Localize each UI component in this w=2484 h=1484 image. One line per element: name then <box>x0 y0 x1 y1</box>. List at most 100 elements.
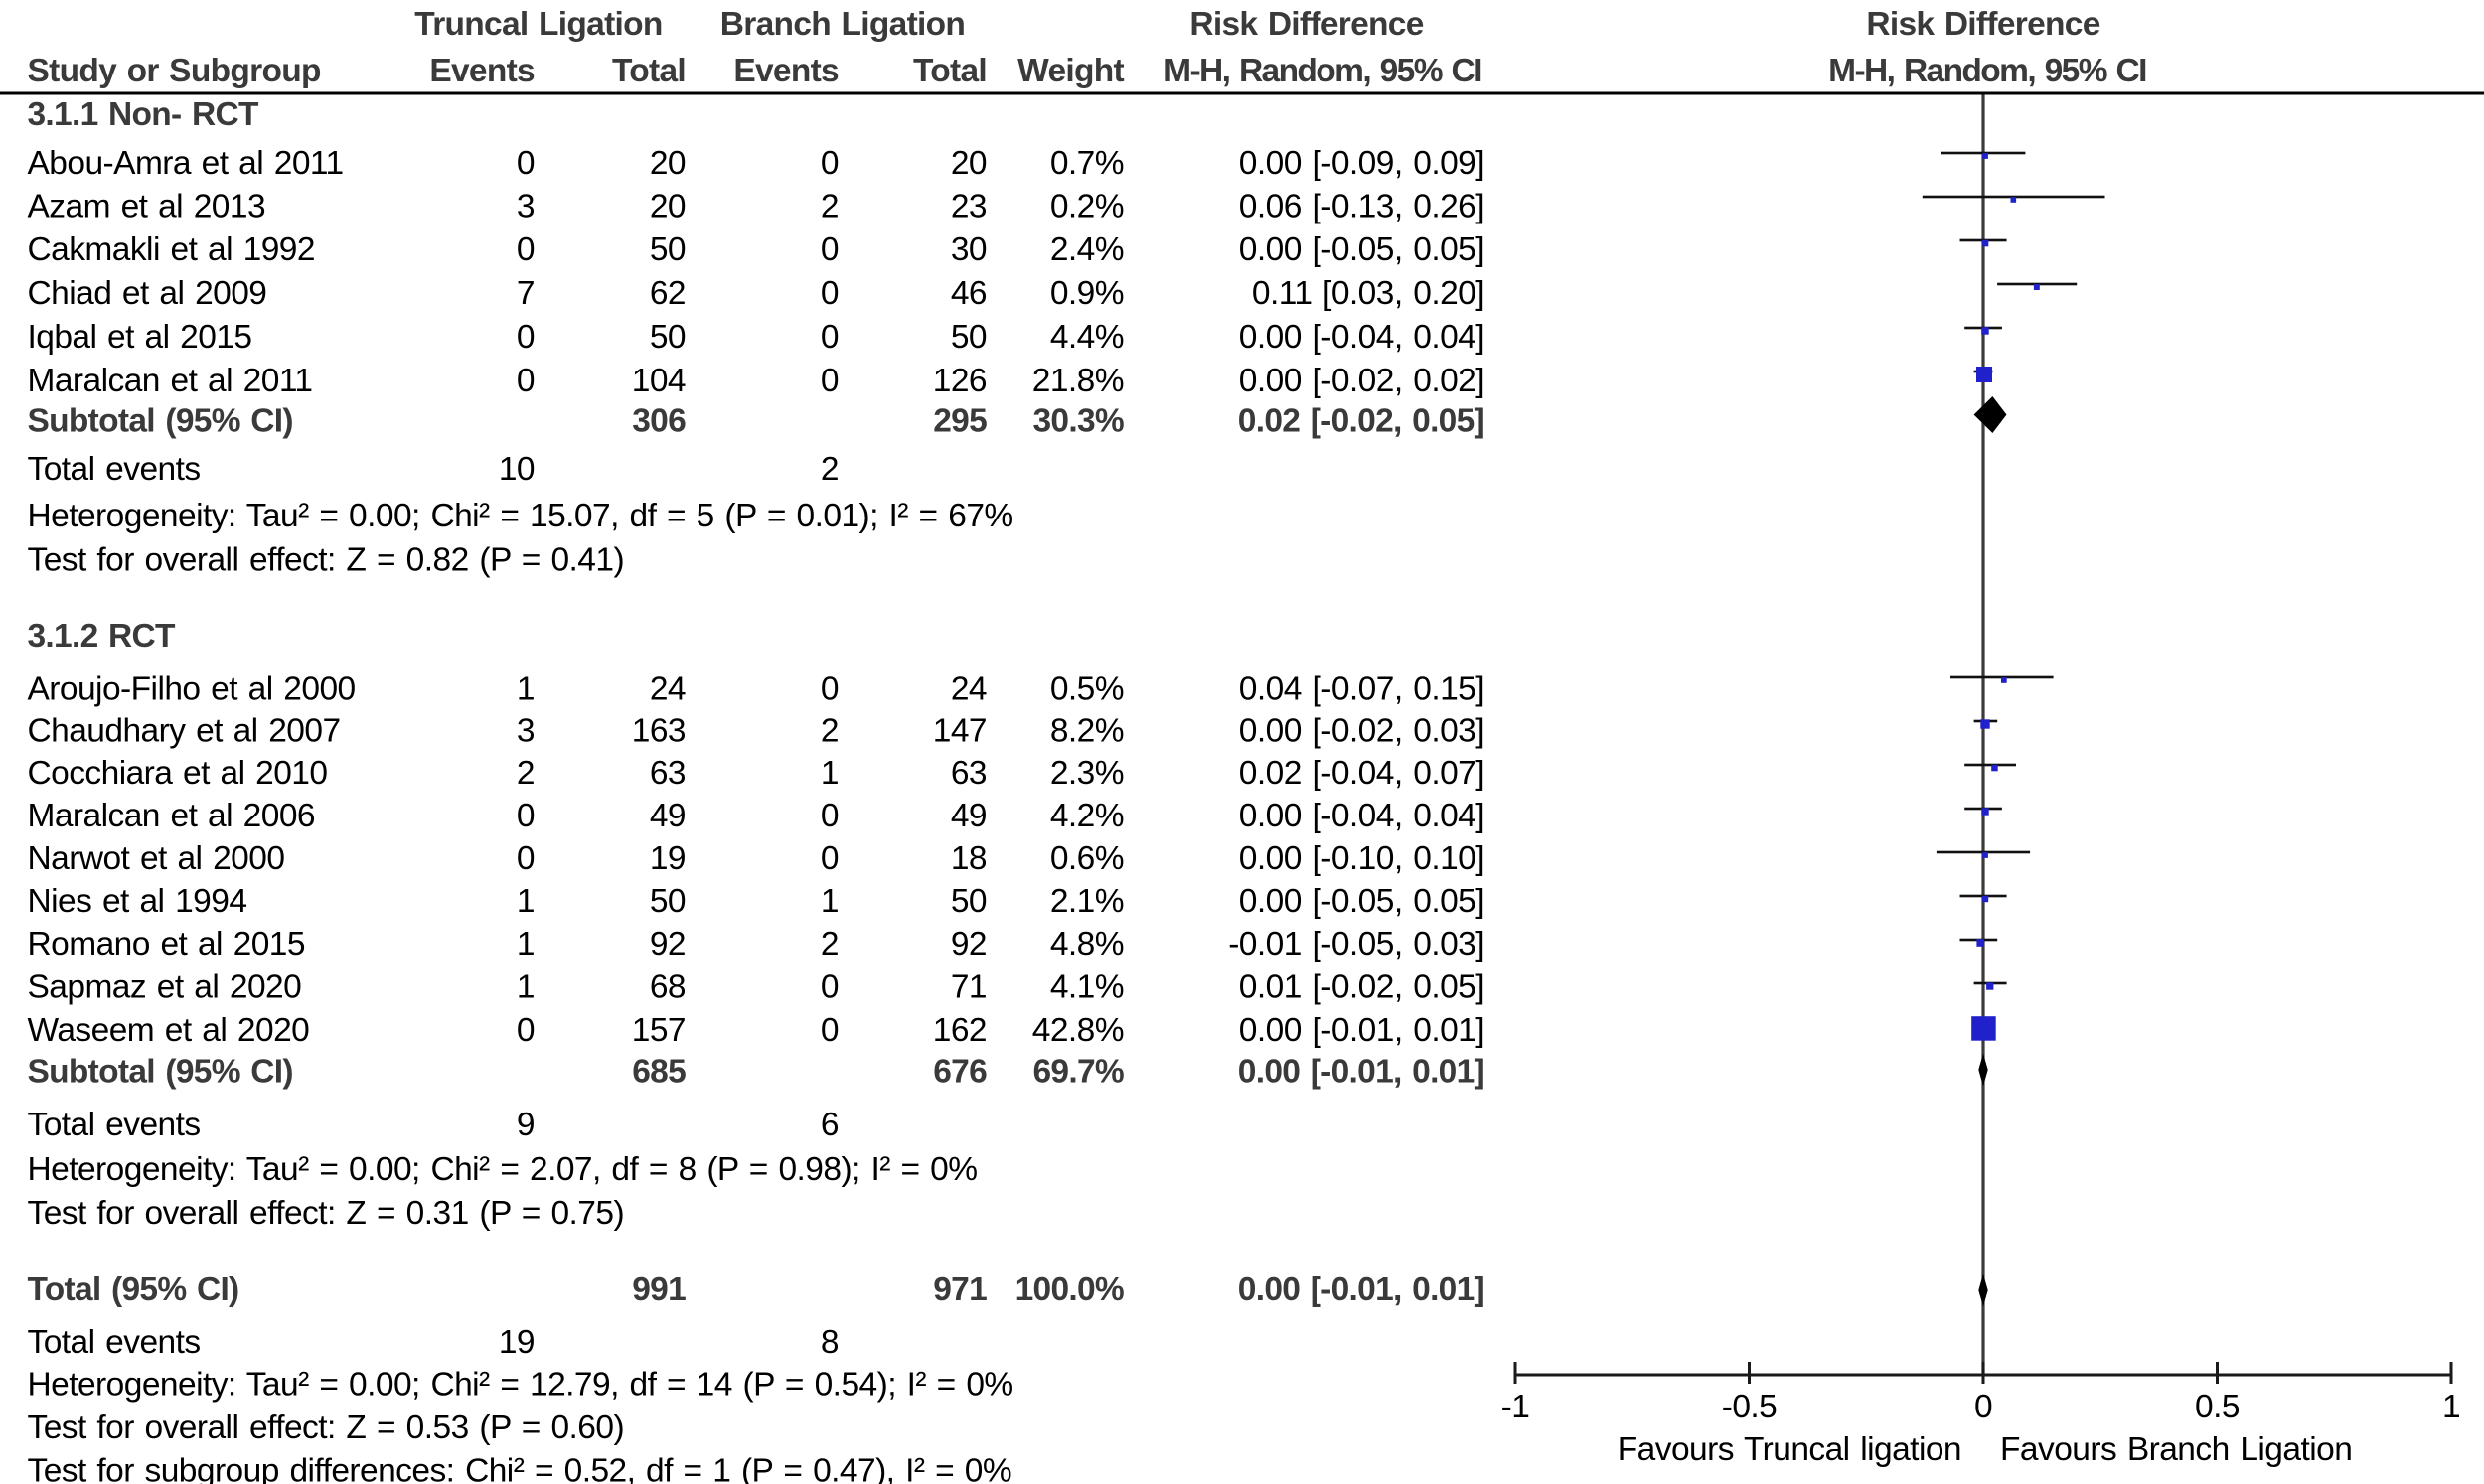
svg-text:49: 49 <box>650 798 686 834</box>
svg-text:18: 18 <box>951 840 987 877</box>
svg-text:Total events: Total events <box>28 1324 201 1361</box>
svg-text:50: 50 <box>650 883 686 920</box>
svg-text:Heterogeneity: Tau² = 0.00; Ch: Heterogeneity: Tau² = 0.00; Chi² = 2.07,… <box>28 1151 978 1188</box>
svg-text:8: 8 <box>821 1324 839 1361</box>
svg-text:4.4%: 4.4% <box>1050 319 1124 356</box>
svg-text:157: 157 <box>632 1012 686 1049</box>
svg-text:3: 3 <box>517 713 535 750</box>
svg-text:3.1.1 Non- RCT: 3.1.1 Non- RCT <box>28 96 259 133</box>
svg-text:2: 2 <box>821 189 839 225</box>
svg-text:126: 126 <box>933 363 987 399</box>
svg-text:Favours Branch Ligation: Favours Branch Ligation <box>2000 1431 2352 1468</box>
svg-text:24: 24 <box>650 671 686 708</box>
svg-text:Total (95% CI): Total (95% CI) <box>28 1271 239 1308</box>
svg-text:Test for overall effect: Z = 0: Test for overall effect: Z = 0.31 (P = 0… <box>28 1195 625 1232</box>
svg-text:0.04 [-0.07, 0.15]: 0.04 [-0.07, 0.15] <box>1239 671 1484 708</box>
svg-text:Iqbal et al 2015: Iqbal et al 2015 <box>28 319 252 356</box>
svg-text:1: 1 <box>517 883 535 920</box>
svg-text:0.00 [-0.10, 0.10]: 0.00 [-0.10, 0.10] <box>1239 840 1484 877</box>
svg-text:0.01 [-0.02, 0.05]: 0.01 [-0.02, 0.05] <box>1239 969 1484 1006</box>
svg-text:71: 71 <box>951 969 987 1006</box>
svg-text:Truncal Ligation: Truncal Ligation <box>414 6 662 43</box>
svg-text:0.6%: 0.6% <box>1050 840 1124 877</box>
svg-text:0: 0 <box>821 231 839 268</box>
svg-text:Heterogeneity: Tau² = 0.00; Ch: Heterogeneity: Tau² = 0.00; Chi² = 12.79… <box>28 1367 1013 1404</box>
svg-text:-1: -1 <box>1501 1389 1530 1425</box>
svg-text:4.2%: 4.2% <box>1050 798 1124 834</box>
svg-text:0: 0 <box>821 275 839 312</box>
svg-text:0.00 [-0.01, 0.01]: 0.00 [-0.01, 0.01] <box>1238 1054 1484 1091</box>
svg-text:Sapmaz et al 2020: Sapmaz et al 2020 <box>28 969 302 1006</box>
svg-text:0: 0 <box>821 671 839 708</box>
svg-text:21.8%: 21.8% <box>1032 363 1124 399</box>
svg-text:0.5: 0.5 <box>2195 1389 2240 1425</box>
svg-text:1: 1 <box>2442 1389 2460 1425</box>
svg-text:Events: Events <box>429 53 535 89</box>
svg-text:30: 30 <box>951 231 987 268</box>
svg-text:42.8%: 42.8% <box>1032 1012 1124 1049</box>
svg-text:Total events: Total events <box>28 451 201 488</box>
svg-text:Weight: Weight <box>1017 53 1124 89</box>
svg-text:-0.5: -0.5 <box>1722 1389 1778 1425</box>
svg-text:2.3%: 2.3% <box>1050 755 1124 792</box>
svg-text:0: 0 <box>517 145 535 182</box>
svg-text:991: 991 <box>632 1271 686 1308</box>
svg-text:1: 1 <box>517 926 535 963</box>
svg-text:Test for overall effect: Z = 0: Test for overall effect: Z = 0.82 (P = 0… <box>28 542 625 579</box>
svg-text:20: 20 <box>650 145 686 182</box>
svg-text:0.00 [-0.05, 0.05]: 0.00 [-0.05, 0.05] <box>1239 231 1484 268</box>
svg-text:69.7%: 69.7% <box>1033 1054 1125 1091</box>
svg-text:Subtotal (95% CI): Subtotal (95% CI) <box>28 403 293 440</box>
svg-text:Heterogeneity: Tau² = 0.00; Ch: Heterogeneity: Tau² = 0.00; Chi² = 15.07… <box>28 498 1013 534</box>
svg-text:163: 163 <box>632 713 686 750</box>
svg-text:2.1%: 2.1% <box>1050 883 1124 920</box>
svg-text:Subtotal (95% CI): Subtotal (95% CI) <box>28 1054 293 1091</box>
svg-text:0.00 [-0.02, 0.02]: 0.00 [-0.02, 0.02] <box>1239 363 1484 399</box>
svg-text:2: 2 <box>517 755 535 792</box>
svg-text:4.8%: 4.8% <box>1050 926 1124 963</box>
svg-text:9: 9 <box>517 1107 535 1143</box>
svg-text:0.00 [-0.09, 0.09]: 0.00 [-0.09, 0.09] <box>1239 145 1484 182</box>
svg-text:Risk Difference: Risk Difference <box>1866 6 2099 43</box>
svg-text:20: 20 <box>650 189 686 225</box>
svg-text:Total: Total <box>612 53 686 89</box>
svg-text:1: 1 <box>821 755 839 792</box>
svg-text:Test for overall effect: Z = 0: Test for overall effect: Z = 0.53 (P = 0… <box>28 1410 625 1446</box>
svg-text:306: 306 <box>632 403 686 440</box>
svg-text:7: 7 <box>517 275 535 312</box>
svg-text:0.00 [-0.01, 0.01]: 0.00 [-0.01, 0.01] <box>1238 1271 1484 1308</box>
svg-text:Chiad et al 2009: Chiad et al 2009 <box>28 275 267 312</box>
svg-text:2: 2 <box>821 451 839 488</box>
svg-text:0.02 [-0.02, 0.05]: 0.02 [-0.02, 0.05] <box>1238 403 1484 440</box>
svg-text:295: 295 <box>933 403 987 440</box>
svg-text:Total events: Total events <box>28 1107 201 1143</box>
svg-text:4.1%: 4.1% <box>1050 969 1124 1006</box>
svg-text:0: 0 <box>821 145 839 182</box>
svg-text:1: 1 <box>821 883 839 920</box>
svg-text:0.06 [-0.13, 0.26]: 0.06 [-0.13, 0.26] <box>1239 189 1484 225</box>
svg-text:92: 92 <box>650 926 686 963</box>
svg-text:104: 104 <box>632 363 686 399</box>
svg-text:19: 19 <box>499 1324 535 1361</box>
svg-text:50: 50 <box>650 319 686 356</box>
svg-text:19: 19 <box>650 840 686 877</box>
svg-text:46: 46 <box>951 275 987 312</box>
svg-text:0: 0 <box>821 363 839 399</box>
svg-text:0: 0 <box>821 319 839 356</box>
svg-text:23: 23 <box>951 189 987 225</box>
svg-text:0: 0 <box>517 798 535 834</box>
svg-text:Abou-Amra et al 2011: Abou-Amra et al 2011 <box>28 145 344 182</box>
svg-text:Azam et al 2013: Azam et al 2013 <box>28 189 266 225</box>
svg-text:162: 162 <box>933 1012 987 1049</box>
svg-text:92: 92 <box>951 926 987 963</box>
svg-text:0.00 [-0.04, 0.04]: 0.00 [-0.04, 0.04] <box>1239 319 1484 356</box>
svg-text:147: 147 <box>933 713 987 750</box>
svg-text:Chaudhary et al 2007: Chaudhary et al 2007 <box>28 713 341 750</box>
svg-text:50: 50 <box>951 883 987 920</box>
svg-text:Favours Truncal ligation: Favours Truncal ligation <box>1618 1431 1961 1468</box>
svg-text:Maralcan et al 2011: Maralcan et al 2011 <box>28 363 313 399</box>
svg-text:0: 0 <box>517 840 535 877</box>
svg-text:10: 10 <box>499 451 535 488</box>
svg-text:0: 0 <box>517 231 535 268</box>
svg-text:3: 3 <box>517 189 535 225</box>
